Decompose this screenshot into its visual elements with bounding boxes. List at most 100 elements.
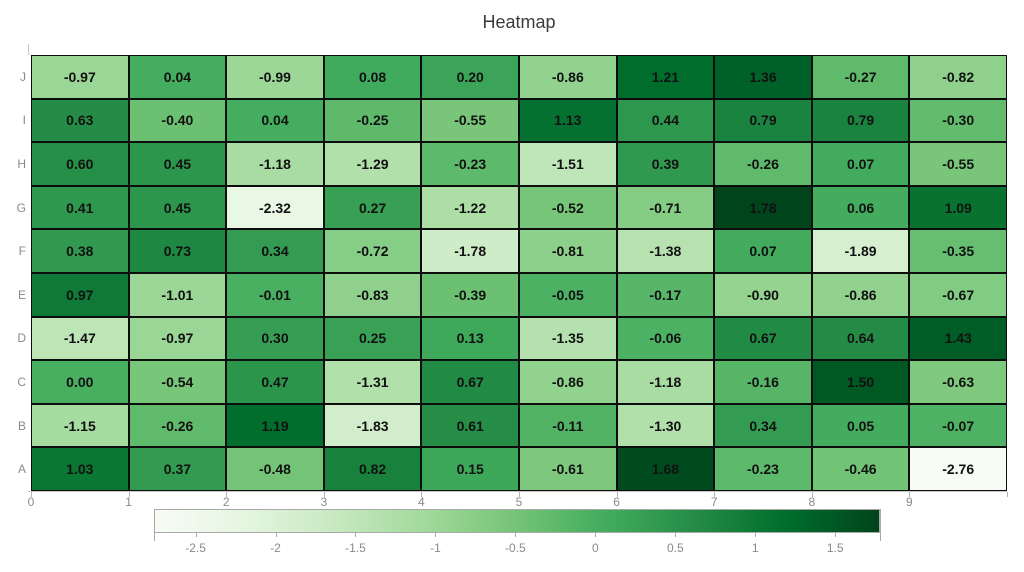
x-tick-label: 6 xyxy=(613,495,620,509)
heatmap-cell: -0.26 xyxy=(128,403,227,448)
heatmap-cell: -0.16 xyxy=(714,360,812,404)
heatmap-cell: -0.82 xyxy=(909,55,1007,99)
colorbar-tick-label: -1 xyxy=(430,541,441,555)
y-tick-label: E xyxy=(17,287,26,302)
colorbar-tick-label: -2.5 xyxy=(185,541,206,555)
heatmap-cell: 0.08 xyxy=(323,55,422,99)
heatmap-cell: -0.83 xyxy=(323,273,422,317)
x-tick-mark xyxy=(714,492,716,497)
heatmap-cell: -1.22 xyxy=(421,185,519,230)
heatmap-cell: -0.99 xyxy=(226,55,324,99)
heatmap-cell: 0.44 xyxy=(616,98,715,143)
x-tick-mark xyxy=(811,492,813,497)
colorbar-end-tick xyxy=(154,509,155,541)
heatmap-cell: 1.78 xyxy=(714,185,812,230)
x-tick-label: 2 xyxy=(222,495,230,509)
heatmap-cell: -0.48 xyxy=(226,447,324,491)
colorbar-tick-mark xyxy=(515,533,517,537)
heatmap-cell: 0.25 xyxy=(323,316,422,361)
heatmap-cell: 0.39 xyxy=(616,142,715,186)
heatmap-cell: 0.64 xyxy=(811,316,910,361)
heatmap-cell: -1.18 xyxy=(616,360,715,404)
colorbar-tick-mark xyxy=(755,533,757,537)
y-tick-label: B xyxy=(17,418,26,433)
x-tick-label: 8 xyxy=(808,495,816,509)
colorbar-tick-label: 0.5 xyxy=(666,541,684,555)
heatmap-cell: -0.35 xyxy=(909,229,1007,273)
heatmap-cell: -0.23 xyxy=(421,142,519,186)
heatmap-cell: -1.35 xyxy=(519,316,617,361)
heatmap-cell: -0.05 xyxy=(519,273,617,317)
heatmap-cell: 0.47 xyxy=(226,360,324,404)
heatmap-cell: -0.81 xyxy=(519,229,617,273)
heatmap-cell: -0.52 xyxy=(519,185,617,230)
colorbar-tick-label: 1.5 xyxy=(826,541,844,555)
heatmap-cell: 0.82 xyxy=(323,447,422,491)
y-tick-label: J xyxy=(20,69,26,84)
heatmap-cell: -0.72 xyxy=(323,229,422,273)
heatmap-cell: -0.97 xyxy=(128,316,227,361)
heatmap-cell: 0.00 xyxy=(31,360,129,404)
x-tick-mark xyxy=(421,492,423,497)
y-axis-end-tick xyxy=(28,44,29,55)
heatmap-cell: -0.11 xyxy=(519,403,617,448)
colorbar xyxy=(154,509,880,533)
x-tick-label: 0 xyxy=(27,495,35,509)
heatmap-cell: -0.30 xyxy=(909,98,1007,143)
heatmap-cell: -0.54 xyxy=(128,360,227,404)
heatmap-cell: 0.05 xyxy=(811,403,910,448)
heatmap-cell: -0.39 xyxy=(421,273,519,317)
x-tick-mark xyxy=(616,492,618,497)
colorbar-tick-mark xyxy=(435,533,437,537)
heatmap-cell: 0.20 xyxy=(421,55,519,99)
heatmap-cell: 0.07 xyxy=(714,229,812,273)
y-tick-label: A xyxy=(17,462,26,477)
heatmap-cell: 0.63 xyxy=(31,98,129,143)
heatmap-cell: -1.30 xyxy=(616,403,715,448)
heatmap-cell: -1.78 xyxy=(421,229,519,273)
colorbar-end-tick xyxy=(880,509,881,541)
heatmap-cell: -0.61 xyxy=(519,447,617,491)
heatmap-cell: 0.67 xyxy=(421,360,519,404)
heatmap-cell: -1.18 xyxy=(226,142,324,186)
heatmap-cell: 0.45 xyxy=(128,142,227,186)
heatmap-cell: 0.34 xyxy=(714,403,812,448)
heatmap-cell: -0.46 xyxy=(811,447,910,491)
heatmap-cell: 1.19 xyxy=(226,403,324,448)
heatmap-cell: -0.63 xyxy=(909,360,1007,404)
heatmap-cell: 0.60 xyxy=(31,142,129,186)
y-tick-label: F xyxy=(18,244,26,259)
colorbar-tick-mark xyxy=(835,533,837,537)
heatmap-cell: -1.83 xyxy=(323,403,422,448)
heatmap-cell: 0.06 xyxy=(811,185,910,230)
heatmap-grid: -0.97 0.04 -0.99 0.08 0.20 -0.86 1.21 1.36 -0.27… xyxy=(31,55,1007,491)
heatmap-cell: -0.67 xyxy=(909,273,1007,317)
heatmap-cell: 1.50 xyxy=(811,360,910,404)
colorbar-tick-mark xyxy=(195,533,197,537)
x-tick-mark xyxy=(31,492,32,497)
y-tick-label: I xyxy=(22,113,26,128)
heatmap-cell: -1.51 xyxy=(519,142,617,186)
x-tick-mark xyxy=(226,492,228,497)
heatmap-cell: -0.25 xyxy=(323,98,422,143)
x-tick-label: 3 xyxy=(320,495,328,509)
heatmap-cell: -2.76 xyxy=(909,447,1007,491)
colorbar-tick-mark xyxy=(675,533,677,537)
heatmap-cell: -0.07 xyxy=(909,403,1007,448)
heatmap-cell: -0.23 xyxy=(714,447,812,491)
heatmap-cell: -0.17 xyxy=(616,273,715,317)
heatmap-cell: -0.86 xyxy=(519,55,617,99)
x-tick-mark xyxy=(519,492,520,497)
heatmap-cell: 0.34 xyxy=(226,229,324,273)
heatmap-cell: 0.79 xyxy=(714,98,812,143)
heatmap-cell: 0.27 xyxy=(323,185,422,230)
heatmap-cell: -0.40 xyxy=(128,98,227,143)
colorbar-tick-mark xyxy=(355,533,357,537)
colorbar-tick-label: 1 xyxy=(751,541,759,555)
heatmap-cell: 1.09 xyxy=(909,185,1007,230)
heatmap-cell: 0.61 xyxy=(421,403,519,448)
heatmap-cell: -1.31 xyxy=(323,360,422,404)
x-tick-label: 1 xyxy=(125,495,132,509)
colorbar-tick-label: -1.5 xyxy=(345,541,366,555)
x-tick-label: 7 xyxy=(710,495,718,509)
